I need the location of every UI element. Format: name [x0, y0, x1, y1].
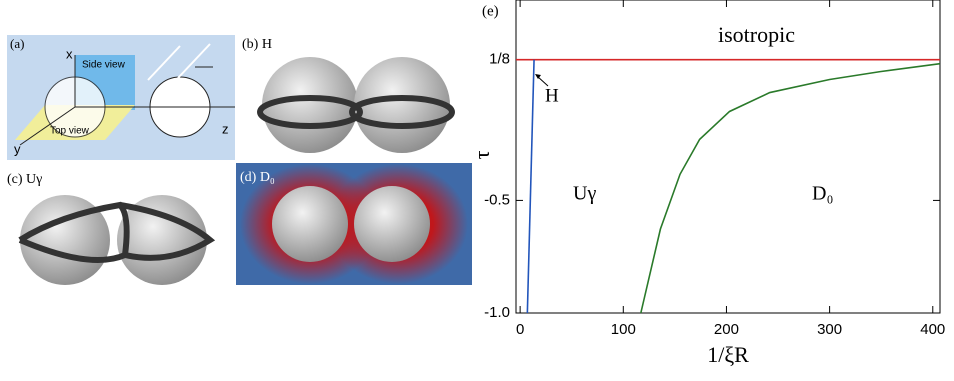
- y-tick-label: -0.5: [484, 191, 510, 208]
- panel-label: (b) H: [242, 37, 272, 52]
- x-axis-label: 1/ξR: [707, 342, 749, 367]
- panel-d: (d) D₀: [236, 163, 472, 285]
- panel-label: (c) Uγ: [7, 172, 42, 187]
- sphere: [117, 195, 207, 285]
- axis-label: y: [14, 141, 21, 156]
- y-tick-label: 1/8: [489, 51, 510, 68]
- glare: [147, 45, 181, 81]
- y-axis-label: τ: [469, 150, 494, 159]
- axis-label: x: [66, 46, 73, 61]
- annotation: D₀: [812, 183, 833, 205]
- sphere: [354, 57, 450, 153]
- plot-frame: [515, 0, 941, 314]
- panel-c: (c) Uγ: [7, 172, 216, 285]
- panel-b: (b) H: [242, 37, 455, 153]
- plane-label: Side view: [82, 60, 126, 71]
- panel-label: (d) D₀: [240, 170, 275, 185]
- arrowhead: [535, 74, 541, 79]
- line: [640, 62, 941, 314]
- ring: [257, 95, 363, 129]
- sphere: [20, 195, 110, 285]
- sphere: [354, 186, 430, 262]
- axis-label: z: [222, 121, 229, 136]
- x-tick-label: 0: [516, 321, 524, 338]
- sphere: [272, 186, 348, 262]
- ring: [349, 95, 455, 129]
- annotation: H: [545, 85, 559, 106]
- x-tick-label: 400: [920, 321, 945, 338]
- x-tick-label: 200: [714, 321, 739, 338]
- axis: [19, 106, 76, 146]
- annotation: Uγ: [573, 183, 596, 205]
- glare: [177, 43, 211, 79]
- x-tick-label: 300: [817, 321, 842, 338]
- ring: [18, 201, 130, 263]
- y-tick-label: -1.0: [484, 304, 510, 321]
- panel-a: (a) x y z Side view Top view: [7, 35, 235, 160]
- annotation: isotropic: [718, 22, 795, 47]
- chart: 0 100 200 300 400 -1.0 -0.5 1/8 (e) 1/ξR τ isotropi…: [469, 0, 945, 367]
- plane-label: Top view: [50, 126, 90, 137]
- x-tick-label: 100: [611, 321, 636, 338]
- sphere: [262, 57, 358, 153]
- panel-label: (a): [10, 36, 24, 51]
- line: [526, 59, 535, 314]
- ring: [119, 202, 216, 261]
- panel-label: (e): [482, 3, 499, 19]
